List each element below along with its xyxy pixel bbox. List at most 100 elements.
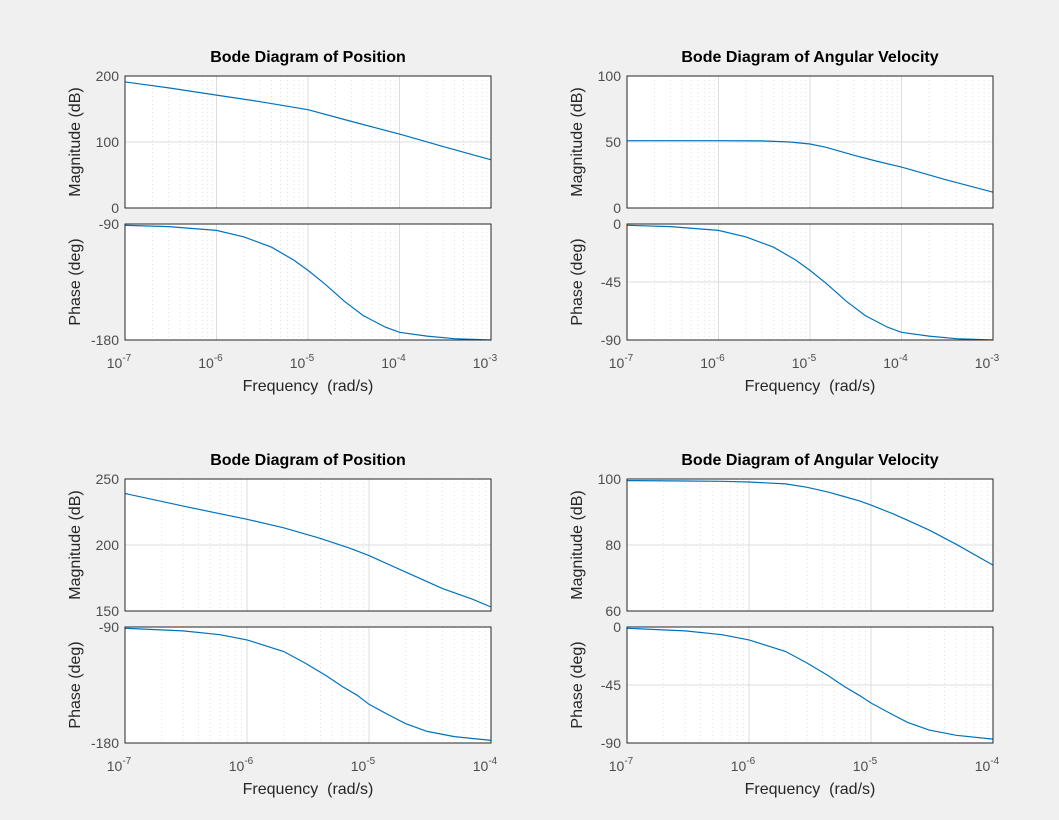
x-tick-exponent: -6 — [214, 353, 223, 364]
x-tick-base: 10 — [473, 355, 489, 371]
x-tick-exponent: -3 — [990, 353, 999, 364]
phase-panel: -180 -90 Phase (deg) — [67, 216, 492, 348]
phase-curve — [124, 627, 492, 741]
x-tick-label: 10-5 — [853, 756, 878, 774]
chart-title: Bode Diagram of Position — [210, 49, 406, 66]
x-tick-base: 10 — [609, 758, 625, 774]
phase-y-tick-label: 0 — [613, 619, 621, 635]
x-tick-base: 10 — [700, 355, 716, 371]
x-tick-base: 10 — [473, 758, 489, 774]
x-tick-label: 10-6 — [198, 353, 223, 371]
x-tick-label: 10-7 — [609, 756, 634, 774]
x-tick-label: 10-7 — [609, 353, 634, 371]
x-tick-base: 10 — [351, 758, 367, 774]
phase-plot-area — [124, 626, 492, 744]
bode-chart-4: Bode Diagram of Angular Velocity 6080100M… — [569, 452, 1000, 798]
magnitude-y-tick-label: 100 — [598, 68, 622, 84]
phase-y-tick-label: -90 — [601, 332, 621, 348]
magnitude-y-tick-label: 200 — [96, 537, 120, 553]
magnitude-axes-box — [626, 75, 994, 209]
magnitude-axis-label: Magnitude (dB) — [67, 87, 84, 196]
phase-axis-label: Phase (deg) — [67, 641, 84, 728]
x-tick-label: 10-4 — [473, 756, 498, 774]
phase-y-tick-label: 0 — [613, 216, 621, 232]
x-tick-base: 10 — [975, 758, 991, 774]
x-tick-exponent: -4 — [488, 756, 497, 767]
magnitude-curve — [124, 81, 492, 161]
x-tick-exponent: -7 — [624, 353, 633, 364]
chart-title: Bode Diagram of Angular Velocity — [681, 452, 938, 469]
x-tick-exponent: -6 — [746, 756, 755, 767]
magnitude-y-tick-label: 150 — [96, 603, 120, 619]
x-tick-label: 10-7 — [107, 756, 132, 774]
magnitude-y-tick-label: 50 — [605, 134, 621, 150]
x-tick-exponent: -5 — [807, 353, 816, 364]
phase-axis-label: Phase (deg) — [67, 238, 84, 325]
x-tick-base: 10 — [975, 355, 991, 371]
x-axis-label: Frequency (rad/s) — [243, 378, 374, 395]
phase-panel: -90 -45 0 Phase (deg) — [569, 619, 994, 751]
magnitude-axes-box — [626, 478, 994, 612]
x-tick-label: 10-3 — [473, 353, 498, 371]
x-axis-label: Frequency (rad/s) — [243, 781, 374, 798]
phase-axes-box — [124, 223, 492, 341]
x-tick-label: 10-5 — [792, 353, 817, 371]
x-axis-label: Frequency (rad/s) — [745, 378, 876, 395]
x-tick-base: 10 — [107, 355, 123, 371]
x-tick-label: 10-6 — [229, 756, 254, 774]
chart-title: Bode Diagram of Angular Velocity — [681, 49, 938, 66]
phase-y-tick-label: -45 — [601, 274, 621, 290]
magnitude-panel: 0 50 100 Magnitude (dB) — [569, 68, 994, 216]
x-tick-label: 10-4 — [883, 353, 908, 371]
phase-panel: -90 -45 0 Phase (deg) — [569, 216, 994, 348]
bode-chart-2: Bode Diagram of Angular Velocity050100Ma… — [569, 49, 1000, 395]
phase-axis-label: Phase (deg) — [569, 641, 586, 728]
magnitude-panel: 0 100 200 Magnitude (dB) — [67, 68, 492, 216]
phase-y-tick-label: -90 — [601, 735, 621, 751]
magnitude-y-tick-label: 100 — [598, 471, 622, 487]
phase-y-tick-label: -180 — [91, 735, 119, 751]
x-tick-exponent: -5 — [868, 756, 877, 767]
x-tick-exponent: -7 — [122, 756, 131, 767]
bode-chart-3: Bode Diagram of Position 150 200 250 Magnitu… — [67, 452, 498, 798]
x-tick-label: 10-6 — [731, 756, 756, 774]
x-tick-base: 10 — [609, 355, 625, 371]
x-tick-exponent: -6 — [716, 353, 725, 364]
magnitude-axes-box — [124, 75, 492, 209]
magnitude-y-tick-label: 200 — [96, 68, 120, 84]
magnitude-panel: 60 80 100 Magnitude (dB) — [569, 471, 994, 619]
x-tick-exponent: -7 — [624, 756, 633, 767]
x-tick-label: 10-5 — [351, 756, 376, 774]
phase-axis-label: Phase (deg) — [569, 238, 586, 325]
bode-chart-1: Bode Diagram of Position 0 100 200 Magnitude… — [67, 49, 498, 395]
magnitude-axes-box — [124, 478, 492, 612]
x-tick-exponent: -5 — [305, 353, 314, 364]
x-tick-base: 10 — [853, 758, 869, 774]
x-tick-base: 10 — [883, 355, 899, 371]
phase-curve — [626, 224, 994, 341]
phase-y-tick-label: -45 — [601, 677, 621, 693]
chart-title: Bode Diagram of Position — [210, 452, 406, 469]
x-tick-label: 10-4 — [381, 353, 406, 371]
x-tick-label: 10-6 — [700, 353, 725, 371]
magnitude-axis-label: Magnitude (dB) — [67, 490, 84, 599]
x-tick-base: 10 — [381, 355, 397, 371]
phase-panel: -180 -90 Phase (deg) — [67, 619, 492, 751]
magnitude-axis-label: Magnitude (dB) — [569, 87, 586, 196]
magnitude-y-tick-label: 0 — [613, 200, 621, 216]
phase-axes-box — [124, 626, 492, 744]
magnitude-curve — [124, 492, 492, 608]
x-tick-base: 10 — [792, 355, 808, 371]
phase-curve — [626, 627, 994, 740]
phase-curve — [124, 224, 492, 341]
x-tick-exponent: -4 — [899, 353, 908, 364]
x-tick-label: 10-3 — [975, 353, 1000, 371]
x-tick-exponent: -7 — [122, 353, 131, 364]
x-tick-exponent: -5 — [366, 756, 375, 767]
x-tick-base: 10 — [731, 758, 747, 774]
x-tick-base: 10 — [198, 355, 214, 371]
x-tick-exponent: -3 — [488, 353, 497, 364]
x-tick-label: 10-4 — [975, 756, 1000, 774]
phase-axes-box — [626, 626, 994, 744]
